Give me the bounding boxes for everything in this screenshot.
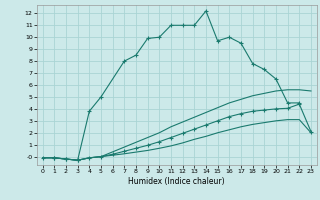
X-axis label: Humidex (Indice chaleur): Humidex (Indice chaleur) [129, 177, 225, 186]
